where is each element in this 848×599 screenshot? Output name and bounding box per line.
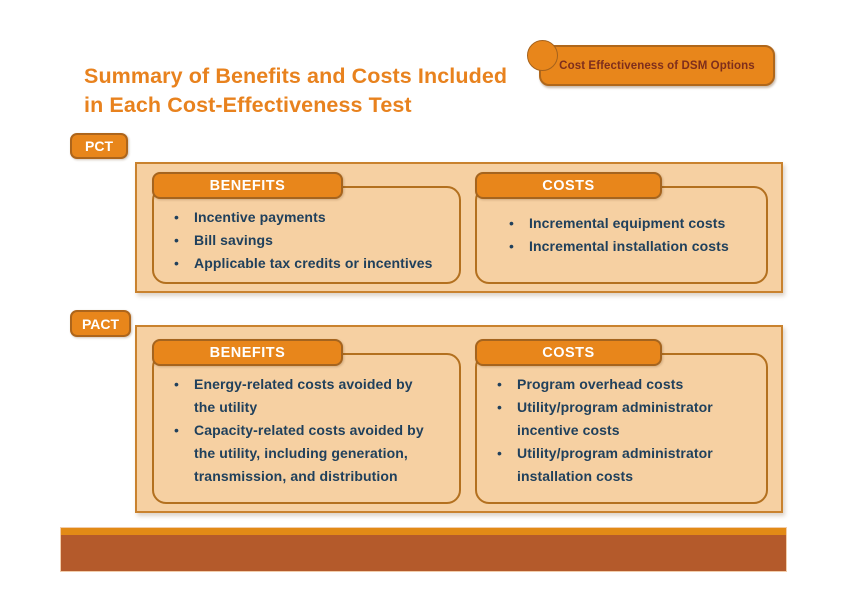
pct-costs-list: Incremental equipment costs Incremental …	[477, 188, 766, 282]
pct-costs-box: Incremental equipment costs Incremental …	[475, 186, 768, 284]
footer-accent-strip	[61, 528, 786, 535]
bullet-text: transmission, and distribution	[194, 468, 398, 484]
list-item: Capacity-related costs avoided by the ut…	[170, 419, 453, 488]
pct-benefits-header: BENEFITS	[152, 172, 343, 199]
footer-main-bar	[61, 535, 786, 571]
bullet-text: Incremental equipment costs	[529, 215, 726, 231]
bullet-text: Applicable tax credits or incentives	[194, 255, 433, 271]
bullet-text: Utility/program administrator	[517, 399, 713, 415]
bullet-dot-icon	[493, 396, 517, 419]
pact-costs-list: Program overhead costs Utility/program a…	[477, 355, 766, 502]
list-item: Utility/program administrator installati…	[493, 442, 760, 488]
badge-circle-icon	[527, 40, 558, 71]
pact-chip: PACT	[70, 310, 131, 337]
list-item: Utility/program administrator incentive …	[493, 396, 760, 442]
bullet-dot-icon	[505, 235, 529, 258]
bullet-text: the utility	[194, 399, 258, 415]
bullet-dot-icon	[170, 229, 194, 252]
pact-panel: Energy-related costs avoided by the util…	[135, 325, 783, 513]
bullet-dot-icon	[170, 373, 194, 396]
page-title-line-1: Summary of Benefits and Costs Included	[84, 64, 508, 88]
page-title-line-2: in Each Cost-Effectiveness Test	[84, 93, 412, 117]
bullet-text: Utility/program administrator	[517, 445, 713, 461]
bullet-text: incentive costs	[517, 422, 620, 438]
bullet-text: the utility, including generation,	[194, 445, 408, 461]
pct-benefits-box: Incentive payments Bill savings Applicab…	[152, 186, 461, 284]
list-item: Incentive payments	[170, 206, 453, 229]
pct-panel: Incentive payments Bill savings Applicab…	[135, 162, 783, 293]
dsm-options-badge: Cost Effectiveness of DSM Options	[539, 45, 775, 86]
pct-benefits-list: Incentive payments Bill savings Applicab…	[154, 188, 459, 282]
bullet-text: Incentive payments	[194, 209, 326, 225]
list-item: Program overhead costs	[493, 373, 760, 396]
pact-benefits-box: Energy-related costs avoided by the util…	[152, 353, 461, 504]
list-item: Incremental equipment costs	[505, 212, 760, 235]
footer-bar	[60, 527, 787, 572]
list-item: Applicable tax credits or incentives	[170, 252, 453, 275]
bullet-text: Energy-related costs avoided by	[194, 376, 413, 392]
bullet-text: Program overhead costs	[517, 376, 684, 392]
bullet-dot-icon	[170, 206, 194, 229]
bullet-text: Capacity-related costs avoided by	[194, 422, 424, 438]
dsm-options-badge-label: Cost Effectiveness of DSM Options	[559, 59, 755, 72]
bullet-text: installation costs	[517, 468, 634, 484]
pact-benefits-list: Energy-related costs avoided by the util…	[154, 355, 459, 502]
bullet-dot-icon	[493, 373, 517, 396]
bullet-dot-icon	[493, 442, 517, 465]
pact-benefits-header: BENEFITS	[152, 339, 343, 366]
pact-costs-box: Program overhead costs Utility/program a…	[475, 353, 768, 504]
bullet-text: Bill savings	[194, 232, 274, 248]
pct-costs-header: COSTS	[475, 172, 662, 199]
bullet-dot-icon	[505, 212, 529, 235]
list-item: Bill savings	[170, 229, 453, 252]
list-item: Incremental installation costs	[505, 235, 760, 258]
bullet-dot-icon	[170, 419, 194, 442]
pact-costs-header: COSTS	[475, 339, 662, 366]
list-item: Energy-related costs avoided by the util…	[170, 373, 453, 419]
page-title: Summary of Benefits and Costs Included i…	[84, 62, 507, 120]
bullet-text: Incremental installation costs	[529, 238, 729, 254]
bullet-dot-icon	[170, 252, 194, 275]
pct-chip: PCT	[70, 133, 128, 159]
